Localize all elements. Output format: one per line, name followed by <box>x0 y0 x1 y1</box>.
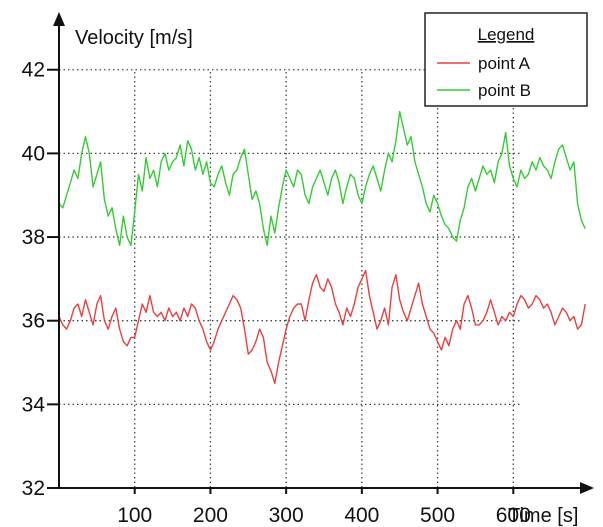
x-tick-label-400: 400 <box>344 504 379 527</box>
y-tick-label-32: 32 <box>22 477 45 500</box>
axes <box>53 12 594 494</box>
x-tick-label-600: 600 <box>496 504 531 527</box>
y-tick-label-34: 34 <box>22 393 46 416</box>
grid-lines <box>59 69 522 488</box>
y-tick-label-36: 36 <box>22 310 45 333</box>
y-axis-title: Velocity [m/s] <box>75 27 193 49</box>
tick-layer: 32 34 36 38 40 42 100 200 300 400 500 600 <box>22 59 531 527</box>
y-tick-label-38: 38 <box>22 226 45 249</box>
y-tick-label-40: 40 <box>22 142 45 165</box>
legend-label-point-b: point B <box>478 81 531 100</box>
x-axis-arrow <box>580 482 594 494</box>
y-axis-arrow <box>53 12 65 26</box>
legend-label-point-a: point A <box>478 54 531 73</box>
series-line-point-a <box>58 269 586 385</box>
series-layer <box>58 110 586 385</box>
x-axis-title: Time [s] <box>508 505 578 527</box>
legend: Legend point A point B <box>424 12 588 107</box>
x-tick-label-500: 500 <box>420 504 455 527</box>
y-tick-label-42: 42 <box>22 59 45 82</box>
x-tick-label-100: 100 <box>117 504 152 527</box>
x-tick-label-300: 300 <box>269 504 304 527</box>
x-tick-label-200: 200 <box>193 504 228 527</box>
legend-title: Legend <box>478 25 535 44</box>
series-line-point-b <box>58 110 586 247</box>
